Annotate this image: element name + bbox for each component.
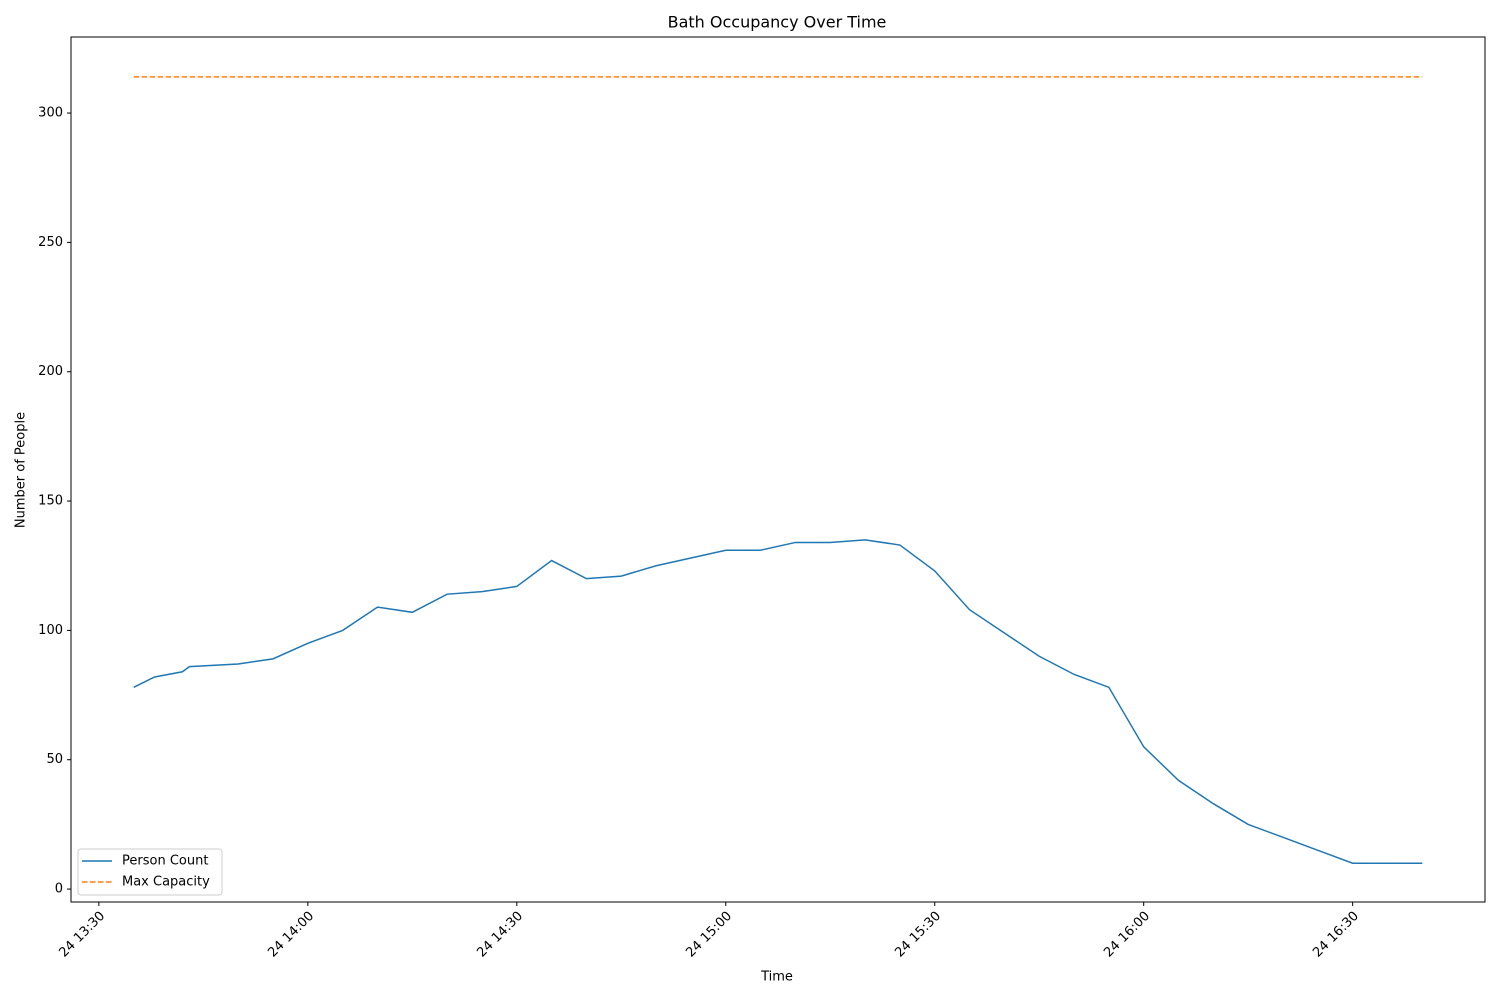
x-tick-label: 24 14:00: [265, 909, 317, 961]
plot-frame: [70, 36, 1486, 903]
legend-label: Max Capacity: [122, 875, 210, 890]
x-axis-label: Time: [760, 970, 793, 985]
y-tick-label: 200: [38, 364, 63, 379]
y-tick-label: 250: [38, 235, 63, 250]
x-tick-label: 24 14:30: [474, 909, 526, 961]
x-tick-label: 24 15:00: [683, 909, 735, 961]
x-tick-label: 24 13:30: [56, 909, 108, 961]
x-tick-label: 24 15:30: [892, 909, 944, 961]
y-tick-label: 0: [55, 882, 63, 897]
y-tick-label: 150: [38, 494, 63, 509]
legend: Person Count Max Capacity: [77, 848, 223, 896]
y-tick-label: 300: [38, 106, 63, 121]
y-tick-label: 100: [38, 623, 63, 638]
x-tick-label: 24 16:30: [1310, 909, 1362, 961]
legend-box: [77, 848, 223, 896]
data-line: [133, 539, 1423, 864]
chart-title: Bath Occupancy Over Time: [668, 13, 887, 32]
x-tick-label: 24 16:00: [1101, 909, 1153, 961]
y-tick-label: 50: [46, 752, 63, 767]
legend-label: Person Count: [122, 854, 208, 869]
y-axis-label: Number of People: [14, 412, 29, 528]
